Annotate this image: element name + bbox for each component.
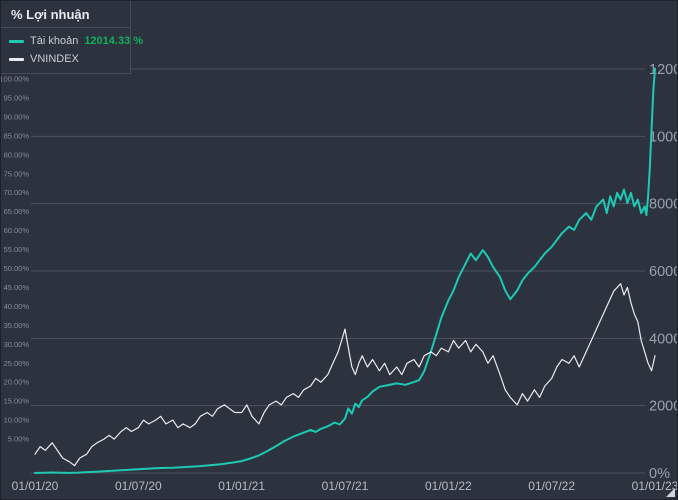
x-axis-label: 01/01/20 — [12, 479, 59, 493]
left-axis-label: 65.00% — [4, 207, 30, 216]
left-axis-label: 95.00% — [4, 93, 30, 102]
left-axis-label: 35.00% — [4, 321, 30, 330]
left-axis-label: 25.00% — [4, 359, 30, 368]
left-axis-label: 85.00% — [4, 131, 30, 140]
account-series-line[interactable] — [34, 67, 656, 474]
x-axis-label: 01/07/20 — [115, 479, 162, 493]
left-axis-label: 15.00% — [4, 397, 30, 406]
left-axis-label: 45.00% — [4, 283, 30, 292]
left-axis-label: 70.00% — [4, 188, 30, 197]
right-axis-label: 0% — [649, 466, 670, 482]
right-axis-label: 12000% — [649, 62, 678, 78]
x-axis-label: 01/01/21 — [218, 479, 265, 493]
legend-panel: % Lợi nhuận Tài khoản 12014.33 % VNINDEX — [1, 1, 143, 74]
x-axis-label: 01/01/22 — [425, 479, 472, 493]
right-axis-label: 6000% — [649, 264, 678, 280]
left-axis-label: 20.00% — [4, 378, 30, 387]
left-axis-label: 90.00% — [4, 112, 30, 121]
resize-handle-icon[interactable] — [666, 488, 675, 497]
legend: Tài khoản 12014.33 % VNINDEX — [1, 28, 143, 73]
left-axis-label: 100.00% — [1, 75, 29, 84]
account-line-swatch — [9, 39, 24, 43]
vnindex-line-swatch — [9, 57, 24, 61]
legend-item-account[interactable]: Tài khoản 12014.33 % — [1, 32, 143, 50]
left-axis-label: 75.00% — [4, 169, 30, 178]
x-axis-label: 01/07/22 — [528, 479, 575, 493]
left-axis-label: 5.00% — [8, 435, 30, 444]
left-axis-label: 80.00% — [4, 150, 30, 159]
legend-vnindex-label: VNINDEX — [30, 53, 79, 65]
left-axis-label: 30.00% — [4, 340, 30, 349]
left-axis-label: 60.00% — [4, 226, 30, 235]
left-axis-label: 50.00% — [4, 264, 30, 273]
legend-account-label: Tài khoản — [30, 35, 79, 47]
x-axis-label: 01/01/23 — [632, 479, 678, 493]
left-axis-label: 55.00% — [4, 245, 30, 254]
right-axis-label: 10000% — [649, 129, 678, 145]
right-axis-label: 4000% — [649, 331, 678, 347]
page-title: % Lợi nhuận — [1, 1, 130, 28]
right-axis-label: 8000% — [649, 197, 678, 213]
left-axis-label: 10.00% — [4, 416, 30, 425]
x-axis-label: 01/07/21 — [322, 479, 369, 493]
vnindex-series-line[interactable] — [34, 283, 656, 467]
left-axis-label: 40.00% — [4, 302, 30, 311]
legend-account-value: 12014.33 % — [84, 35, 144, 47]
legend-item-vnindex[interactable]: VNINDEX — [1, 50, 130, 68]
